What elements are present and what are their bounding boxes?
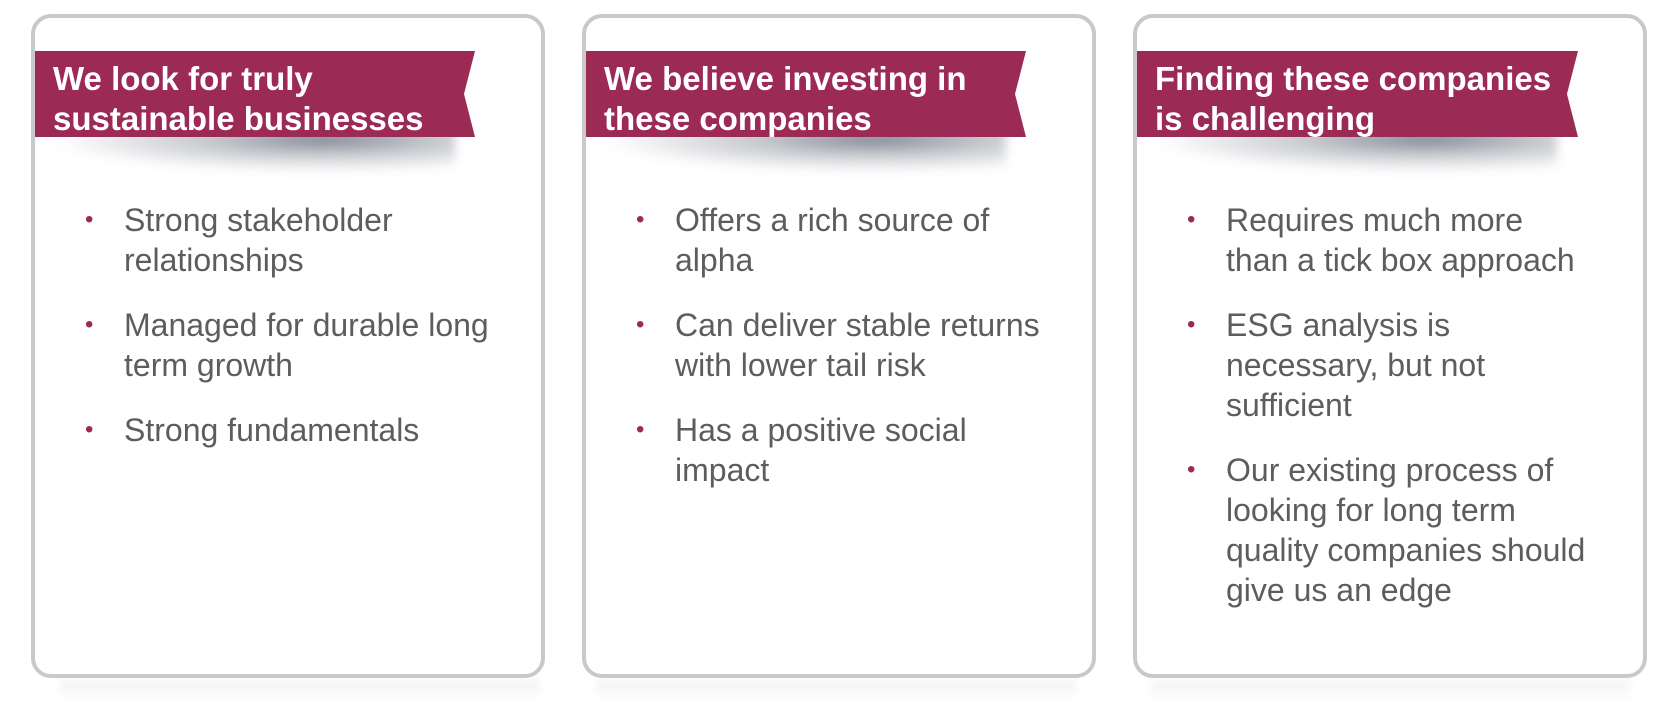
bullet-text: Has a positive social impact	[675, 412, 967, 488]
bullet-text: Strong stakeholder relationships	[124, 202, 393, 278]
card-title: We believe investing in these companies	[604, 60, 967, 137]
bullet-icon: •	[636, 416, 645, 443]
card-shadow	[60, 680, 540, 702]
bullet-icon: •	[1187, 311, 1196, 338]
bullet-icon: •	[636, 206, 645, 233]
bullet-text: Requires much more than a tick box appro…	[1226, 202, 1575, 278]
bullet-icon: •	[85, 416, 94, 443]
card-finding-companies: Finding these companies is challenging •…	[1133, 14, 1647, 678]
bullet-text: ESG analysis is necessary, but not suffi…	[1226, 307, 1486, 423]
card-investing-companies: We believe investing in these companies …	[582, 14, 1096, 678]
card-shadow	[596, 680, 1076, 702]
card-title: Finding these companies is challenging	[1155, 60, 1552, 137]
card-title: We look for truly sustainable businesses	[53, 60, 424, 137]
bullet-text: Strong fundamentals	[124, 412, 420, 448]
bullet-icon: •	[636, 311, 645, 338]
card-shadow	[1150, 680, 1630, 702]
bullet-text: Offers a rich source of alpha	[675, 202, 990, 278]
bullet-icon: •	[85, 311, 94, 338]
bullet-text: Managed for durable long term growth	[124, 307, 489, 383]
bullet-icon: •	[1187, 456, 1196, 483]
card-sustainable-businesses: We look for truly sustainable businesses…	[31, 14, 545, 678]
card-title-ribbon: Finding these companies is challenging	[1137, 51, 1578, 137]
bullet-text: Our existing process of looking for long…	[1226, 452, 1586, 608]
bullet-text: Can deliver stable returns with lower ta…	[675, 307, 1040, 383]
bullet-icon: •	[85, 206, 94, 233]
card-title-ribbon: We look for truly sustainable businesses	[35, 51, 475, 137]
card-title-ribbon: We believe investing in these companies	[586, 51, 1026, 137]
bullet-icon: •	[1187, 206, 1196, 233]
